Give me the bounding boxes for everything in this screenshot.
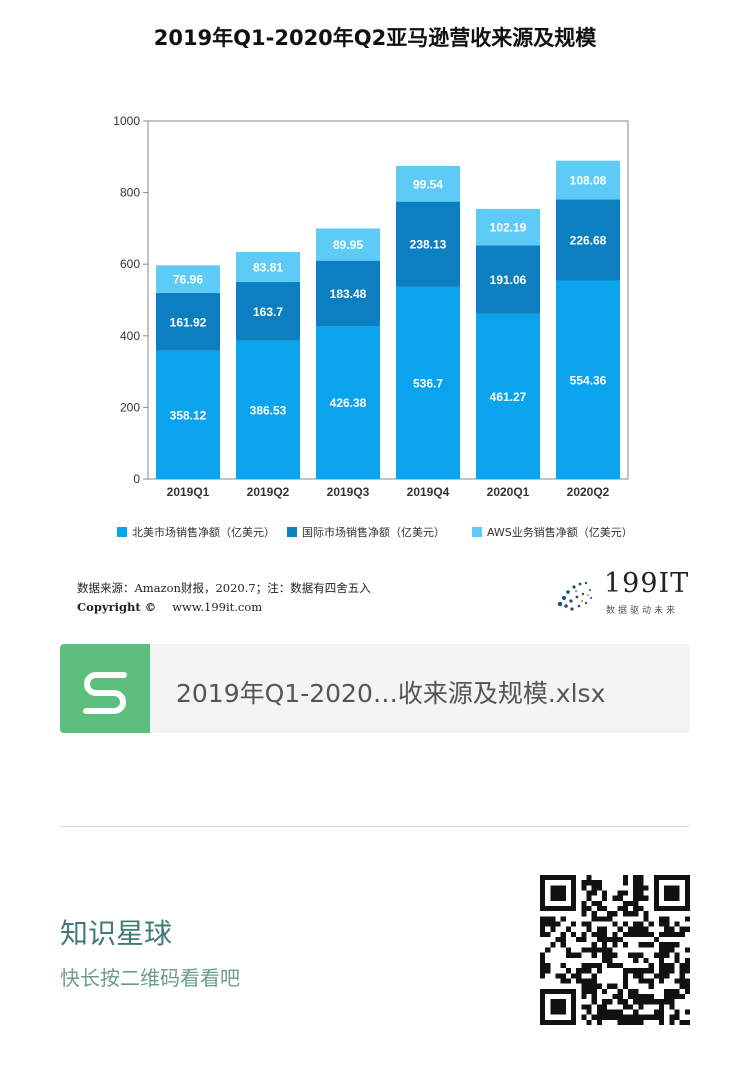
legend-label: AWS业务销售净额（亿美元） bbox=[487, 525, 633, 539]
data-label: 89.95 bbox=[333, 238, 363, 252]
data-label: 358.12 bbox=[170, 408, 207, 422]
x-tick-label: 2019Q1 bbox=[167, 485, 210, 499]
x-tick-label: 2019Q2 bbox=[247, 485, 290, 499]
x-tick-label: 2020Q1 bbox=[487, 485, 530, 499]
bar-segment bbox=[396, 286, 460, 479]
bar-segment bbox=[316, 260, 380, 327]
chart-title: 2019年Q1-2020年Q2亚马逊营收来源及规模 bbox=[153, 26, 597, 50]
legend-label: 北美市场销售净额（亿美元） bbox=[132, 525, 275, 539]
bar-segment bbox=[556, 199, 620, 281]
brand-tagline: 数据驱动未来 bbox=[606, 606, 679, 616]
data-source-note: 数据来源：Amazon财报，2020.7；注：数据有四舍五入 bbox=[77, 581, 371, 595]
data-label: 226.68 bbox=[570, 233, 607, 247]
y-tick-label: 1000 bbox=[113, 114, 140, 128]
bar-segment bbox=[476, 208, 540, 246]
data-label: 102.19 bbox=[490, 221, 527, 235]
legend-label: 国际市场销售净额（亿美元） bbox=[302, 525, 445, 539]
data-label: 238.13 bbox=[410, 238, 447, 252]
data-label: 426.38 bbox=[330, 396, 367, 410]
x-axis: 2019Q1 2019Q2 2019Q3 2019Q4 2020Q1 2020Q2 bbox=[167, 485, 610, 499]
legend-swatch bbox=[472, 527, 482, 537]
promo-subtitle: 快长按二维码看看吧 bbox=[60, 966, 240, 990]
divider bbox=[60, 826, 690, 827]
y-tick-label: 200 bbox=[120, 400, 140, 414]
legend-swatch bbox=[117, 527, 127, 537]
brand-logo-icon bbox=[557, 581, 592, 611]
copyright-line: Copyright © www.199it.com bbox=[77, 600, 262, 614]
data-label: 83.81 bbox=[253, 261, 283, 275]
data-label: 108.08 bbox=[570, 174, 607, 188]
attachment-file-name: 2019年Q1-2020…收来源及规模.xlsx bbox=[176, 679, 606, 708]
bar-segment bbox=[396, 165, 460, 202]
data-label: 183.48 bbox=[330, 287, 367, 301]
spreadsheet-s-icon bbox=[60, 644, 150, 733]
bar-segment bbox=[556, 160, 620, 200]
y-tick-label: 600 bbox=[120, 257, 140, 271]
y-tick-label: 800 bbox=[120, 186, 140, 200]
data-label: 76.96 bbox=[173, 273, 203, 287]
bar-segment bbox=[396, 201, 460, 287]
data-label: 536.7 bbox=[413, 376, 443, 390]
stacked-bar-chart: 0 200 400 600 800 1000 358.12 161.92 76.96 386.5… bbox=[113, 114, 633, 539]
bar-segment bbox=[316, 326, 380, 479]
x-tick-label: 2019Q3 bbox=[327, 485, 370, 499]
data-label: 161.92 bbox=[170, 315, 207, 329]
data-label: 461.27 bbox=[490, 390, 527, 404]
x-tick-label: 2019Q4 bbox=[407, 485, 450, 499]
y-tick-label: 0 bbox=[133, 472, 140, 486]
brand-name: 199IT bbox=[604, 568, 690, 599]
data-label: 163.7 bbox=[253, 305, 283, 319]
data-label: 554.36 bbox=[570, 373, 607, 387]
bar-segment bbox=[556, 280, 620, 479]
bar-segment bbox=[156, 265, 220, 293]
plot-frame bbox=[147, 120, 629, 480]
legend: 北美市场销售净额（亿美元） 国际市场销售净额（亿美元） AWS业务销售净额（亿美元） bbox=[117, 525, 633, 539]
bar-segment bbox=[236, 282, 300, 341]
bar-segment bbox=[476, 245, 540, 314]
bar-segment bbox=[476, 313, 540, 479]
qr-code-icon[interactable] bbox=[540, 875, 690, 1025]
y-axis: 0 200 400 600 800 1000 bbox=[113, 114, 148, 486]
bars: 358.12 161.92 76.96 386.53 163.7 83.81 426.38 1… bbox=[156, 160, 620, 479]
bar-segment bbox=[156, 350, 220, 479]
attachment-card[interactable]: 2019年Q1-2020…收来源及规模.xlsx bbox=[60, 644, 690, 733]
legend-swatch bbox=[287, 527, 297, 537]
bar-segment bbox=[236, 340, 300, 479]
copyright-url[interactable]: www.199it.com bbox=[172, 600, 263, 614]
x-tick-label: 2020Q2 bbox=[567, 485, 610, 499]
data-label: 191.06 bbox=[490, 273, 527, 287]
data-label: 386.53 bbox=[250, 403, 287, 417]
copyright-label: Copyright © bbox=[77, 600, 157, 614]
data-label: 99.54 bbox=[413, 177, 443, 191]
y-tick-label: 400 bbox=[120, 329, 140, 343]
promo-title: 知识星球 bbox=[60, 917, 173, 950]
bar-segment bbox=[236, 252, 300, 283]
bar-segment bbox=[156, 292, 220, 351]
plot-border bbox=[147, 120, 629, 480]
bar-segment bbox=[316, 228, 380, 261]
